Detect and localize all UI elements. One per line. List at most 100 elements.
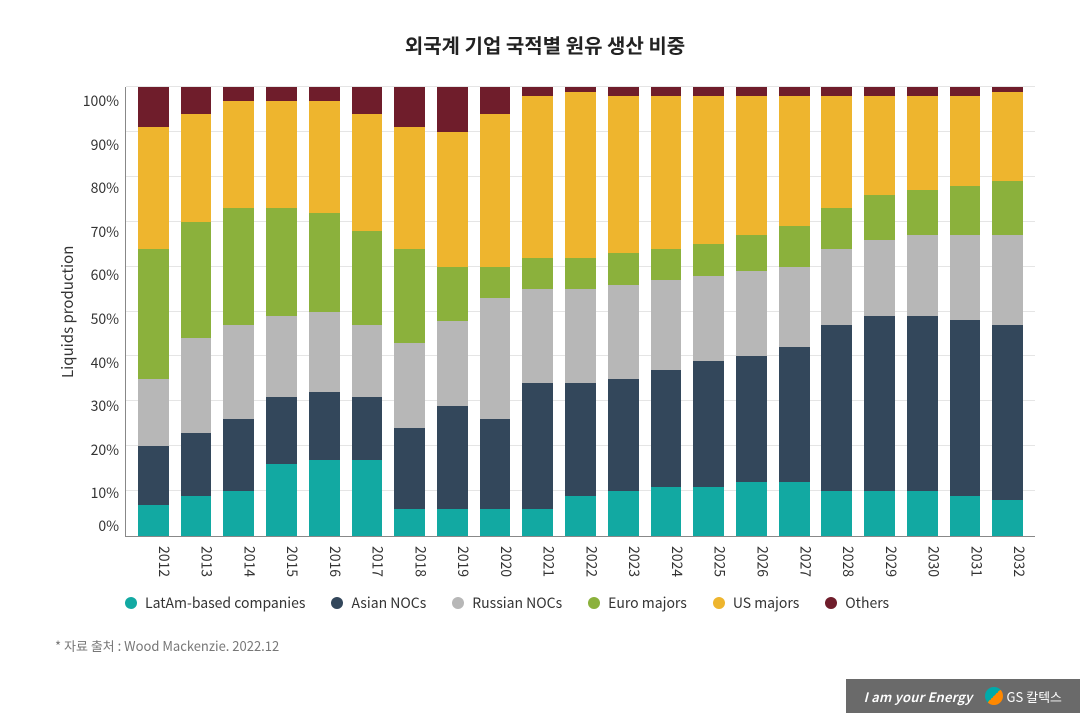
bar-2019 bbox=[437, 87, 468, 536]
segment bbox=[522, 87, 553, 96]
legend-item: US majors bbox=[713, 593, 799, 613]
segment bbox=[992, 235, 1023, 325]
bar-2026 bbox=[736, 87, 767, 536]
segment bbox=[736, 87, 767, 96]
segment bbox=[309, 87, 340, 100]
segment bbox=[651, 87, 682, 96]
y-tick: 60% bbox=[77, 268, 119, 282]
x-tick: 2016 bbox=[302, 537, 345, 581]
segment bbox=[864, 316, 895, 491]
segment bbox=[522, 383, 553, 509]
segment bbox=[394, 343, 425, 428]
x-tick: 2030 bbox=[901, 537, 944, 581]
segment bbox=[266, 316, 297, 397]
legend-item: Others bbox=[825, 593, 889, 613]
segment bbox=[779, 482, 810, 536]
segment bbox=[138, 127, 169, 248]
segment bbox=[309, 460, 340, 536]
segment bbox=[138, 379, 169, 446]
bar-2018 bbox=[394, 87, 425, 536]
legend-swatch-icon bbox=[588, 597, 600, 609]
segment bbox=[736, 271, 767, 356]
bar-2016 bbox=[309, 87, 340, 536]
segment bbox=[608, 491, 639, 536]
segment bbox=[181, 338, 212, 432]
segment bbox=[181, 496, 212, 536]
segment bbox=[266, 101, 297, 209]
segment bbox=[437, 267, 468, 321]
legend-item: Russian NOCs bbox=[452, 593, 562, 613]
x-tick: 2013 bbox=[174, 537, 217, 581]
segment bbox=[437, 132, 468, 267]
bar-2027 bbox=[779, 87, 810, 536]
legend-swatch-icon bbox=[125, 597, 137, 609]
segment bbox=[821, 208, 852, 248]
segment bbox=[266, 208, 297, 316]
segment bbox=[352, 397, 383, 460]
legend-item: Euro majors bbox=[588, 593, 687, 613]
plot-area bbox=[125, 87, 1035, 537]
segment bbox=[907, 190, 938, 235]
segment bbox=[693, 96, 724, 244]
segment bbox=[480, 114, 511, 267]
segment bbox=[693, 487, 724, 536]
segment bbox=[608, 253, 639, 284]
y-axis-label: Liquids production bbox=[55, 87, 77, 537]
segment bbox=[480, 267, 511, 298]
segment bbox=[736, 235, 767, 271]
segment bbox=[907, 87, 938, 96]
segment bbox=[480, 509, 511, 536]
x-tick: 2031 bbox=[944, 537, 987, 581]
legend-label: Others bbox=[845, 593, 889, 613]
segment bbox=[821, 325, 852, 491]
segment bbox=[437, 509, 468, 536]
x-tick: 2021 bbox=[516, 537, 559, 581]
x-tick: 2028 bbox=[815, 537, 858, 581]
segment bbox=[565, 289, 596, 383]
segment bbox=[437, 87, 468, 132]
x-tick: 2022 bbox=[559, 537, 602, 581]
legend-label: Asian NOCs bbox=[351, 593, 426, 613]
x-tick: 2014 bbox=[217, 537, 260, 581]
legend-swatch-icon bbox=[331, 597, 343, 609]
segment bbox=[736, 482, 767, 536]
segment bbox=[522, 96, 553, 258]
segment bbox=[480, 419, 511, 509]
segment bbox=[565, 383, 596, 495]
segment bbox=[181, 433, 212, 496]
segment bbox=[565, 496, 596, 536]
segment bbox=[864, 491, 895, 536]
segment bbox=[223, 419, 254, 491]
y-tick: 80% bbox=[77, 181, 119, 195]
segment bbox=[651, 370, 682, 487]
segment bbox=[437, 406, 468, 509]
segment bbox=[992, 325, 1023, 500]
segment bbox=[394, 127, 425, 248]
segment bbox=[480, 87, 511, 114]
bar-2025 bbox=[693, 87, 724, 536]
x-tick: 2019 bbox=[430, 537, 473, 581]
segment bbox=[352, 460, 383, 536]
segment bbox=[181, 87, 212, 114]
y-tick: 0% bbox=[77, 519, 119, 533]
segment bbox=[864, 240, 895, 316]
segment bbox=[907, 235, 938, 316]
segment bbox=[821, 87, 852, 96]
segment bbox=[138, 446, 169, 504]
y-tick: 90% bbox=[77, 138, 119, 152]
segment bbox=[309, 312, 340, 393]
x-tick: 2018 bbox=[388, 537, 431, 581]
x-tick: 2027 bbox=[772, 537, 815, 581]
segment bbox=[779, 226, 810, 266]
legend-swatch-icon bbox=[825, 597, 837, 609]
bar-2023 bbox=[608, 87, 639, 536]
segment bbox=[394, 87, 425, 127]
segment bbox=[608, 96, 639, 253]
bar-2031 bbox=[950, 87, 981, 536]
segment bbox=[693, 276, 724, 361]
y-tick: 10% bbox=[77, 486, 119, 500]
segment bbox=[223, 208, 254, 325]
segment bbox=[352, 231, 383, 325]
segment bbox=[779, 267, 810, 348]
segment bbox=[907, 96, 938, 190]
